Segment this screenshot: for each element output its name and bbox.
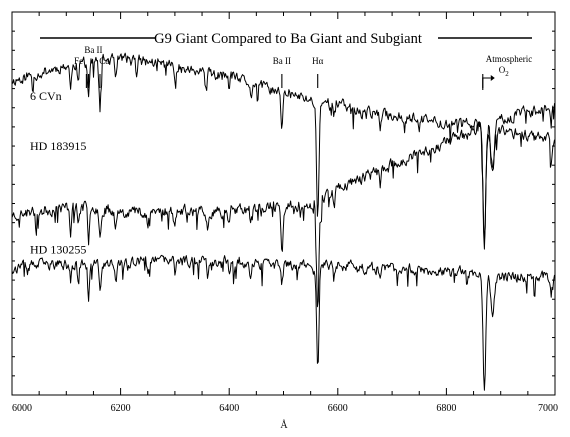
x-tick-label: 7000 — [538, 403, 558, 414]
series-label: HD 183915 — [30, 139, 86, 153]
x-axis-ticks: 6000 6200 6400 6600 6800 7000 — [11, 11, 558, 414]
x-tick-label: 6000 — [12, 403, 32, 414]
annotation-label: Ba II — [84, 45, 102, 55]
series-labels: 6 CVn HD 183915 HD 130255 — [30, 89, 86, 256]
x-tick-label: 6600 — [328, 403, 348, 414]
annotation-label: Hα — [312, 56, 323, 66]
annotation-label: Ca — [99, 56, 109, 66]
annotation-arrow — [482, 77, 491, 90]
annotation-label: Atmospheric — [486, 54, 533, 64]
annotation-label: Fe — [74, 56, 83, 66]
x-tick-label: 6400 — [219, 403, 239, 414]
series-label: 6 CVn — [30, 89, 62, 103]
series-label: HD 130255 — [30, 242, 86, 256]
annotation-label-main: O — [499, 65, 506, 75]
annotation-label-o2: O2 — [499, 65, 510, 78]
arrow-head — [490, 75, 495, 81]
spectrum-line-2 — [11, 254, 555, 391]
annotation-label: Ba II — [273, 56, 291, 66]
x-tick-label: 6200 — [111, 403, 131, 414]
spectrum-line-1 — [11, 103, 555, 308]
spectrum-line-0 — [11, 52, 555, 242]
annotation-label-sub: 2 — [505, 70, 509, 78]
spectra — [11, 52, 555, 391]
x-axis-label: Å — [280, 419, 288, 431]
chart-title: G9 Giant Compared to Ba Giant and Subgia… — [154, 31, 422, 47]
x-tick-label: 6800 — [436, 403, 456, 414]
